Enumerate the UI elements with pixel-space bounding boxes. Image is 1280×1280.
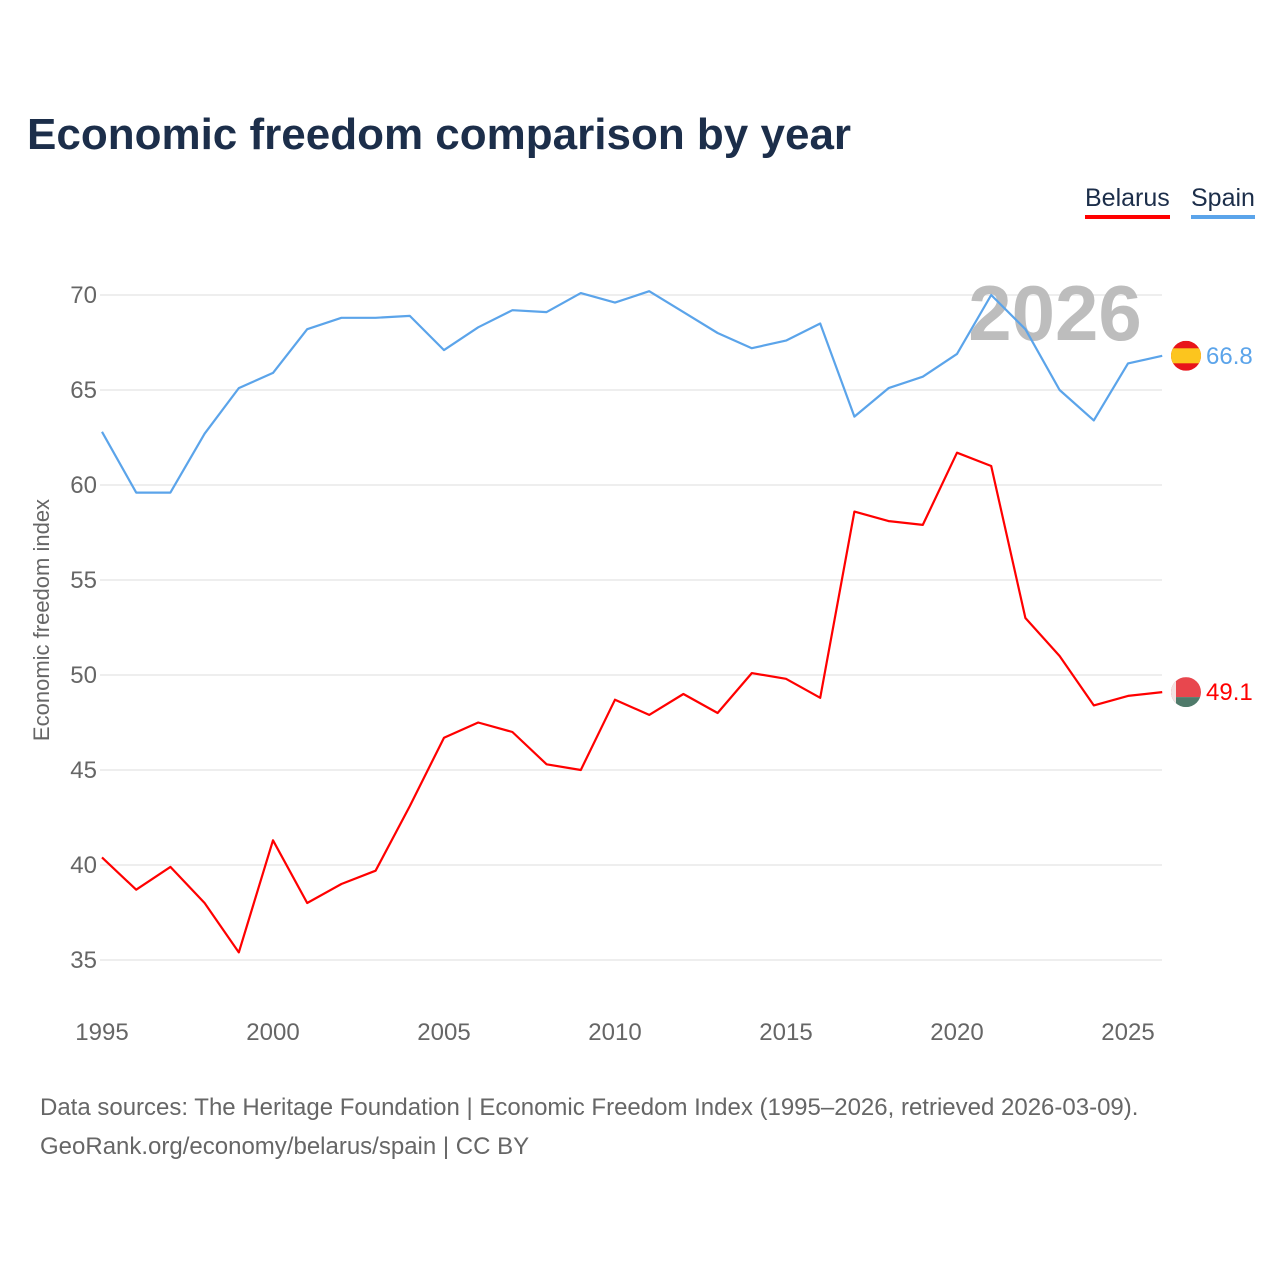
y-tick-label: 35 bbox=[70, 947, 97, 974]
y-tick-label: 60 bbox=[70, 472, 97, 499]
x-tick-label: 2015 bbox=[759, 1019, 812, 1046]
y-tick-label: 40 bbox=[70, 852, 97, 879]
series-line-belarus bbox=[101, 451, 1163, 954]
year-watermark: 2026 bbox=[968, 269, 1142, 357]
x-tick-label: 2005 bbox=[417, 1019, 470, 1046]
y-tick-label: 55 bbox=[70, 567, 97, 594]
x-tick-label: 2025 bbox=[1101, 1019, 1154, 1046]
legend-belarus[interactable]: Belarus bbox=[1085, 184, 1170, 219]
x-tick-label: 2020 bbox=[930, 1019, 983, 1046]
source-line-2: GeoRank.org/economy/belarus/spain | CC B… bbox=[40, 1133, 530, 1160]
flag-spain-icon bbox=[1171, 340, 1201, 371]
flag-belarus-icon bbox=[1171, 677, 1201, 708]
y-tick-label: 70 bbox=[70, 282, 97, 309]
series-line-spain bbox=[101, 290, 1163, 494]
source-note: Data sources: The Heritage Foundation | … bbox=[40, 1088, 1138, 1166]
x-tick-label: 1995 bbox=[75, 1019, 128, 1046]
source-line-1: Data sources: The Heritage Foundation | … bbox=[40, 1094, 1139, 1121]
y-tick-label: 50 bbox=[70, 662, 97, 689]
y-tick-label: 65 bbox=[70, 377, 97, 404]
end-label-belarus: 49.1 bbox=[1206, 679, 1253, 706]
x-tick-label: 2010 bbox=[588, 1019, 641, 1046]
chart-title: Economic freedom comparison by year bbox=[27, 110, 852, 159]
end-label-spain: 66.8 bbox=[1206, 343, 1253, 370]
legend-spain[interactable]: Spain bbox=[1191, 184, 1255, 219]
y-tick-label: 45 bbox=[70, 757, 97, 784]
x-tick-label: 2000 bbox=[246, 1019, 299, 1046]
